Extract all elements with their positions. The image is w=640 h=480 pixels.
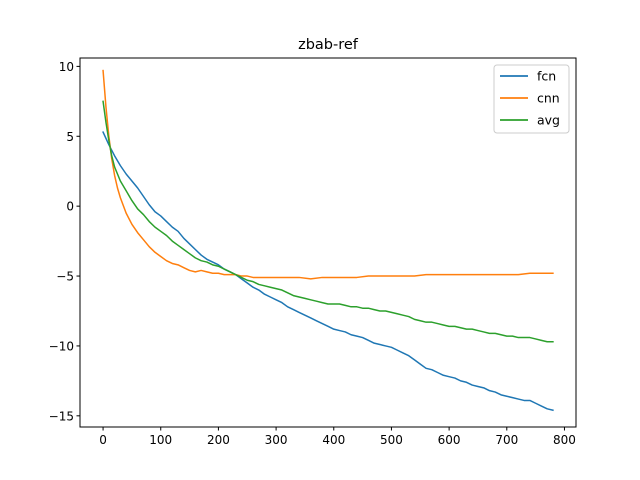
x-tick-label: 300 [265,433,288,447]
y-axis: 10 5 0 −5 −10 −15 [49,60,80,423]
x-tick-label: 500 [380,433,403,447]
x-axis: 0 100 200 300 400 500 600 700 800 [99,427,576,447]
legend: fcn cnn avg [493,64,570,134]
y-tick-label: 5 [66,130,74,144]
x-tick-label: 0 [99,433,107,447]
legend-frame [493,64,570,134]
x-tick-label: 200 [207,433,230,447]
x-tick-label: 100 [149,433,172,447]
series-line-avg [102,100,554,343]
chart-title: zbab-ref [298,37,359,53]
plot-area [79,57,577,428]
legend-label-avg: avg [537,113,560,128]
series-line-fcn [102,131,554,412]
y-tick-label: 10 [59,60,74,74]
y-tick-label: −15 [49,409,74,423]
legend-label-cnn: cnn [537,91,560,106]
legend-label-fcn: fcn [537,69,556,84]
series-layer [102,69,554,412]
plot-frame [79,57,577,428]
y-tick-label: −10 [49,339,74,353]
x-tick-label: 800 [553,433,576,447]
x-tick-label: 400 [322,433,345,447]
y-tick-label: −5 [56,270,74,284]
y-tick-label: 0 [66,200,74,214]
x-tick-label: 700 [495,433,518,447]
series-line-cnn [102,69,554,280]
x-tick-label: 600 [438,433,461,447]
